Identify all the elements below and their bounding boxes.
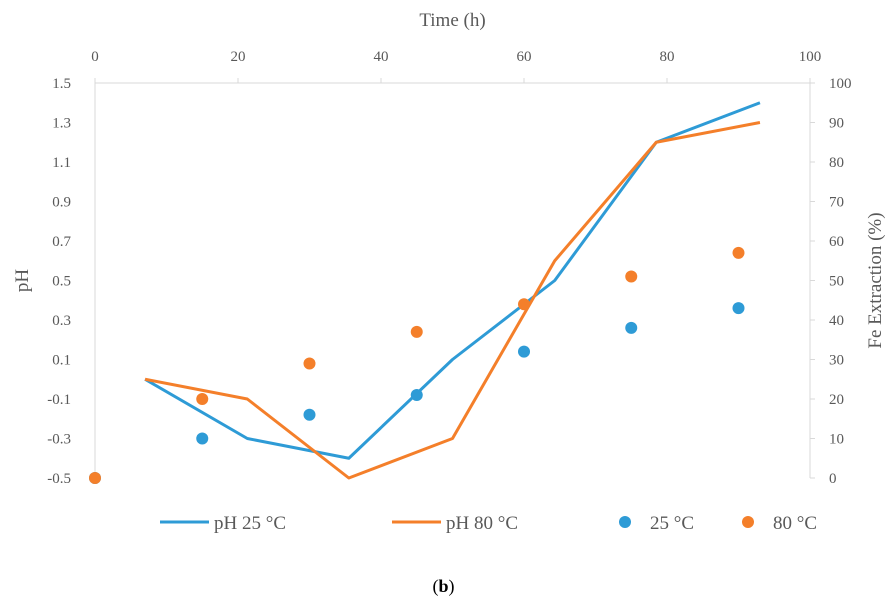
- x-tick-label: 60: [517, 49, 532, 65]
- legend-label: pH 25 °C: [214, 513, 286, 534]
- x-tick-label: 0: [91, 49, 99, 65]
- x-axis-ticks: 0 20 40 60 80 100: [91, 49, 821, 83]
- data-point-25-c: [518, 345, 530, 358]
- legend-swatch-dot: [742, 516, 754, 528]
- y-tick-label: 1.5: [52, 76, 71, 92]
- data-point-80-c: [410, 325, 423, 338]
- y-tick-label: 0.5: [52, 274, 71, 290]
- data-point-80-c: [625, 270, 638, 283]
- chart: 0 20 40 60 80 100 -0.5-0.3-0.10.10.30.50.70.9…: [12, 10, 886, 534]
- y2-tick-label: 20: [829, 392, 844, 408]
- y-tick-label: 1.1: [52, 155, 71, 171]
- data-point-25-c: [196, 432, 209, 445]
- data-point-80-c: [89, 472, 101, 484]
- y2-tick-label: 40: [829, 313, 844, 329]
- x-tick-label: 100: [799, 49, 822, 65]
- caption-letter: b: [438, 576, 449, 596]
- caption-open: (: [432, 576, 439, 596]
- y2-tick-label: 50: [829, 274, 844, 290]
- data-point-80-c: [732, 246, 745, 259]
- series-line-ph-80-c: [144, 121, 761, 480]
- data-point-25-c: [625, 321, 638, 334]
- x-axis-title: Time (h): [419, 10, 485, 31]
- caption-close: ): [448, 576, 455, 596]
- data-point-80-c: [518, 298, 530, 311]
- left-y-axis-ticks: -0.5 -0.3 -0.1 0.1 0.3 0.5 0.7 0.9 1.1 1.3 1.5: [47, 76, 71, 487]
- y-tick-label: -0.1: [47, 392, 71, 408]
- y-tick-label: 0.9: [52, 195, 71, 211]
- data-point-25-c: [732, 302, 745, 315]
- figure-caption: (b): [0, 576, 887, 597]
- legend-label: 80 °C: [773, 513, 817, 534]
- x-tick-label: 20: [231, 49, 246, 65]
- legend-swatch-dot: [619, 516, 631, 528]
- y2-tick-label: 60: [829, 234, 844, 250]
- legend-label: 25 °C: [650, 513, 694, 534]
- right-y-axis-ticks: 0 10 20 30 40 50 60 70 80 90 100: [810, 76, 852, 487]
- y2-tick-label: 0: [829, 471, 837, 487]
- y-tick-label: -0.5: [47, 471, 71, 487]
- y-tick-label: -0.3: [47, 432, 71, 448]
- legend: pH 25 °C pH 80 °C 25 °C 80 °C: [160, 513, 817, 534]
- y2-tick-label: 80: [829, 155, 844, 171]
- series-layer: [89, 101, 761, 484]
- y-tick-label: 0.3: [52, 313, 71, 329]
- x-tick-label: 80: [660, 49, 675, 65]
- legend-label: pH 80 °C: [446, 513, 518, 534]
- data-point-25-c: [303, 408, 316, 421]
- y2-tick-label: 30: [829, 353, 844, 369]
- y-tick-label: 0.7: [52, 234, 71, 250]
- y2-tick-label: 90: [829, 116, 844, 132]
- y2-tick-label: 100: [829, 76, 852, 92]
- y2-tick-label: 10: [829, 432, 844, 448]
- series-line-ph-25-c: [144, 101, 761, 460]
- y2-axis-title: Fe Extraction (%): [865, 212, 886, 348]
- y-axis-title: pH: [12, 269, 33, 293]
- data-point-80-c: [303, 357, 316, 370]
- y-tick-label: 0.1: [52, 353, 71, 369]
- y-tick-label: 1.3: [52, 116, 71, 132]
- y2-tick-label: 70: [829, 195, 844, 211]
- data-point-80-c: [196, 393, 209, 405]
- x-tick-label: 40: [374, 49, 389, 65]
- data-point-25-c: [410, 389, 423, 402]
